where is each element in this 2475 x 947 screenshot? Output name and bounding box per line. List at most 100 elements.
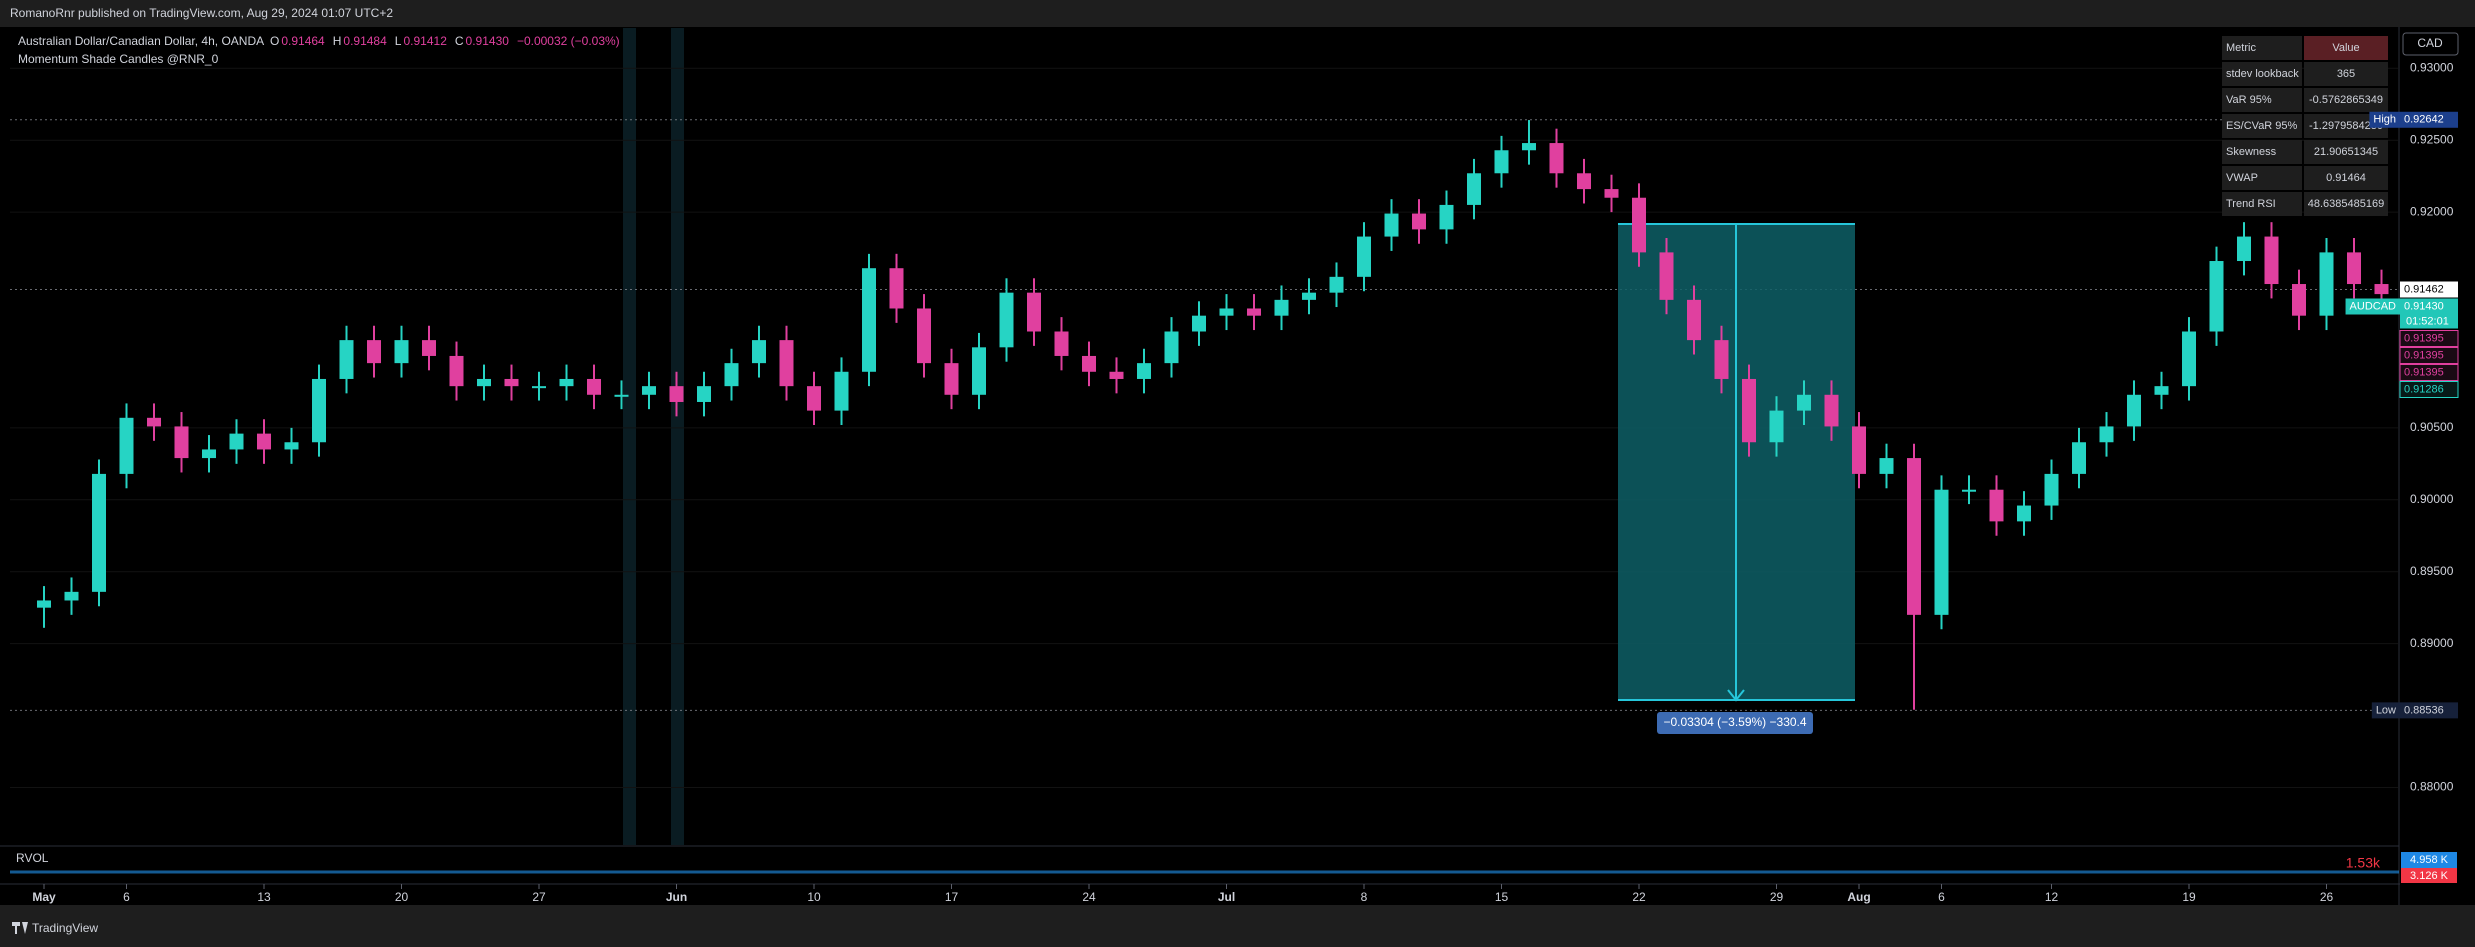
candles-layer bbox=[37, 120, 2389, 710]
x-tick-label: Jun bbox=[666, 890, 687, 904]
price-label: 0.91395 bbox=[2404, 366, 2444, 378]
y-tick-label: 0.88000 bbox=[2410, 780, 2454, 794]
measure-label-box bbox=[1657, 712, 1813, 734]
price-label-box bbox=[2400, 702, 2458, 719]
legend-change: −0.00032 (−0.03%) bbox=[517, 34, 620, 48]
measure-label: −0.03304 (−3.59%) −330.4 bbox=[1663, 715, 1806, 729]
legend-key: O bbox=[270, 34, 279, 48]
x-tick-label: 10 bbox=[807, 890, 821, 904]
x-tick-label: 19 bbox=[2182, 890, 2196, 904]
candle-body bbox=[1467, 173, 1481, 205]
candle-body bbox=[202, 449, 216, 459]
table-cell bbox=[2304, 88, 2388, 112]
candle-body bbox=[1907, 458, 1921, 615]
candle-body bbox=[1962, 489, 1976, 492]
rvol-badge bbox=[2401, 868, 2457, 883]
price-label-tag: High bbox=[2373, 114, 2396, 126]
candle-body bbox=[2237, 236, 2251, 262]
table-cell bbox=[2304, 62, 2388, 86]
price-label-tag-box bbox=[2345, 298, 2400, 315]
price-label-box bbox=[2400, 111, 2458, 128]
candle-body bbox=[2127, 394, 2141, 427]
table-cell bbox=[2304, 192, 2388, 216]
candle-body bbox=[229, 433, 244, 450]
x-tick-label: 17 bbox=[945, 890, 959, 904]
legend-value: 0.91484 bbox=[343, 34, 387, 48]
candle-body bbox=[2154, 386, 2169, 395]
y-tick-label: 0.89000 bbox=[2410, 636, 2454, 650]
candle-body bbox=[394, 340, 409, 364]
x-tick-label: 20 bbox=[395, 890, 409, 904]
candle-body bbox=[2347, 252, 2361, 285]
candle-body bbox=[1219, 308, 1234, 316]
candle-body bbox=[1494, 150, 1509, 174]
stats-table: Metric Value stdev lookback 365 VaR 95% -0.57… bbox=[2222, 36, 2388, 216]
candle-body bbox=[1824, 394, 1839, 427]
candle-body bbox=[1329, 276, 1344, 293]
candle-body bbox=[1109, 371, 1124, 379]
candle-body bbox=[1302, 292, 1316, 300]
candle-body bbox=[752, 340, 766, 364]
candle-body bbox=[312, 378, 326, 443]
x-tick-label: 12 bbox=[2045, 890, 2059, 904]
candle-body bbox=[779, 340, 794, 387]
table-cell bbox=[2222, 140, 2302, 164]
candle-body bbox=[449, 355, 464, 387]
price-label-box bbox=[2399, 380, 2459, 398]
candle-body bbox=[972, 347, 986, 395]
table-header-text: Metric bbox=[2226, 42, 2256, 54]
table-text: 0.91464 bbox=[2326, 172, 2366, 184]
candle-body bbox=[532, 386, 546, 389]
table-cell bbox=[2222, 62, 2302, 86]
candle-body bbox=[917, 308, 931, 364]
candle-body bbox=[642, 386, 656, 395]
x-tick-label: Aug bbox=[1847, 890, 1870, 904]
x-tick-label: 27 bbox=[532, 890, 546, 904]
x-tick-label: 13 bbox=[257, 890, 271, 904]
candle-body bbox=[477, 378, 491, 387]
candle-body bbox=[1522, 143, 1536, 151]
table-text: VaR 95% bbox=[2226, 94, 2272, 106]
price-label-tag: Low bbox=[2376, 704, 2396, 716]
table-text: 48.6385485169 bbox=[2308, 198, 2384, 210]
footer: TradingView bbox=[32, 921, 98, 935]
candle-body bbox=[1577, 173, 1591, 190]
price-label-box bbox=[2400, 298, 2458, 315]
publish-header: RomanoRnr published on TradingView.com, … bbox=[10, 6, 393, 20]
candle-body bbox=[1632, 197, 1646, 253]
candle-body bbox=[257, 433, 271, 450]
table-text: -0.5762865349 bbox=[2309, 94, 2383, 106]
price-label-box bbox=[2399, 329, 2459, 347]
candle-body bbox=[1054, 331, 1069, 356]
candle-body bbox=[1549, 143, 1564, 174]
candle-body bbox=[2099, 426, 2114, 443]
candle-body bbox=[2044, 473, 2059, 506]
x-tick-label: 29 bbox=[1770, 890, 1784, 904]
candle-body bbox=[1714, 340, 1729, 379]
table-text: ES/CVaR 95% bbox=[2226, 120, 2298, 132]
table-text: 21.90651345 bbox=[2314, 146, 2378, 158]
table-text: Trend RSI bbox=[2226, 198, 2276, 210]
table-header-cell bbox=[2222, 36, 2302, 60]
candle-body bbox=[1247, 308, 1261, 316]
candle-body bbox=[2182, 331, 2196, 387]
currency: CAD bbox=[2417, 36, 2443, 50]
rvol-badge-text: 3.126 K bbox=[2410, 870, 2449, 882]
candle-body bbox=[1879, 458, 1894, 474]
table-cell bbox=[2222, 192, 2302, 216]
table-text: Skewness bbox=[2226, 146, 2277, 158]
table-cell bbox=[2304, 166, 2388, 190]
table-cell bbox=[2222, 166, 2302, 190]
candle-body bbox=[944, 363, 959, 395]
y-tick-label: 0.93000 bbox=[2410, 60, 2454, 74]
x-tick-label: 6 bbox=[1938, 890, 1945, 904]
rvol-badge bbox=[2401, 852, 2457, 868]
candle-body bbox=[1989, 489, 2004, 522]
legend-key: L bbox=[395, 34, 402, 48]
candle-body bbox=[1137, 363, 1151, 379]
logo-icon bbox=[12, 922, 28, 934]
table-cell bbox=[2222, 114, 2302, 138]
grid-layer bbox=[10, 67, 2399, 889]
